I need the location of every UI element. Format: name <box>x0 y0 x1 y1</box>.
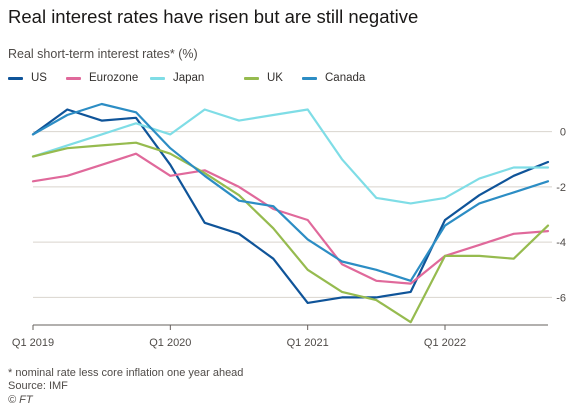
legend-item-uk: UK <box>244 72 283 84</box>
series-line-canada <box>31 102 550 282</box>
legend-label: Japan <box>173 72 205 84</box>
legend-label: Canada <box>325 72 366 84</box>
y-tick-label: -4 <box>556 237 566 249</box>
footnote: * nominal rate less core inflation one y… <box>8 367 244 379</box>
legend-item-japan: Japan <box>150 72 204 84</box>
line-chart: 0 -2 -4 -6 Q1 2019 Q1 2020 Q1 2021 Q1 2022 <box>12 102 566 349</box>
chart-subtitle: Real short-term interest rates* (%) <box>8 47 198 61</box>
legend-swatch <box>150 76 165 80</box>
credit: © FT <box>8 394 33 406</box>
legend-item-canada: Canada <box>302 72 365 84</box>
x-tick-label: Q1 2021 <box>287 337 329 349</box>
legend-swatch <box>8 76 23 80</box>
series-line-japan <box>31 108 550 205</box>
legend-swatch <box>302 76 317 80</box>
source-note: Source: IMF <box>8 380 68 392</box>
legend-label: US <box>31 72 47 84</box>
y-tick-label: -2 <box>556 182 566 194</box>
y-tick-label: -6 <box>556 292 566 304</box>
series-line-uk <box>31 141 550 324</box>
x-tick-label: Q1 2019 <box>12 337 54 349</box>
series-line-eurozone <box>31 152 550 285</box>
x-tick-label: Q1 2020 <box>149 337 191 349</box>
chart-title: Real interest rates have risen but are s… <box>8 6 419 27</box>
legend: US Eurozone Japan UK Canada <box>8 72 568 88</box>
legend-swatch <box>244 76 259 80</box>
legend-swatch <box>66 76 81 80</box>
legend-item-eurozone: Eurozone <box>66 72 138 84</box>
series-line-us <box>31 108 550 304</box>
legend-item-us: US <box>8 72 47 84</box>
legend-label: Eurozone <box>89 72 139 84</box>
x-tick-label: Q1 2022 <box>424 337 466 349</box>
legend-label: UK <box>267 72 283 84</box>
y-tick-label: 0 <box>560 127 566 139</box>
